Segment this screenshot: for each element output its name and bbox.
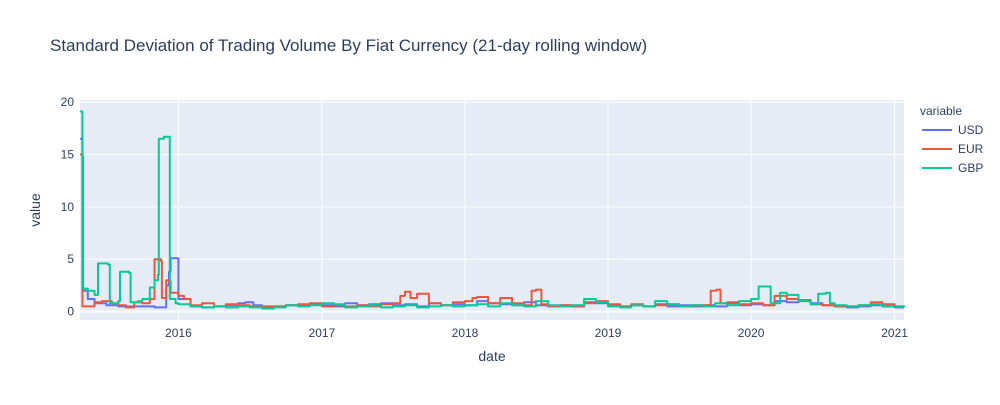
x-tick-label: 2016: [165, 326, 192, 340]
plot-area: [80, 100, 904, 320]
legend-label-usd: USD: [958, 123, 984, 137]
y-tick-label: 20: [61, 95, 75, 109]
x-tick-label: 2018: [452, 326, 479, 340]
y-tick-label: 5: [67, 252, 74, 266]
legend-label-gbp: GBP: [958, 161, 983, 175]
series-line-gbp: [80, 110, 905, 310]
x-tick-label: 2019: [595, 326, 622, 340]
legend-label-eur: EUR: [958, 142, 984, 156]
series-lines: [80, 110, 905, 310]
x-tick-label: 2017: [309, 326, 336, 340]
x-tick-label: 2020: [738, 326, 765, 340]
x-axis-title: date: [478, 348, 505, 364]
y-tick-label: 0: [67, 305, 74, 319]
x-tick-label: 2021: [881, 326, 908, 340]
y-axis-ticks: 0 5 10 15 20: [61, 95, 75, 319]
x-axis-ticks: 2016 2017 2018 2019 2020 2021: [165, 326, 908, 340]
y-tick-label: 10: [61, 200, 75, 214]
chart-title: Standard Deviation of Trading Volume By …: [50, 36, 647, 55]
y-axis-title: value: [27, 193, 43, 227]
grid-lines: [80, 100, 904, 320]
legend-title: variable: [920, 104, 962, 118]
legend: variable USD EUR GBP: [920, 104, 984, 175]
y-tick-label: 15: [61, 148, 75, 162]
